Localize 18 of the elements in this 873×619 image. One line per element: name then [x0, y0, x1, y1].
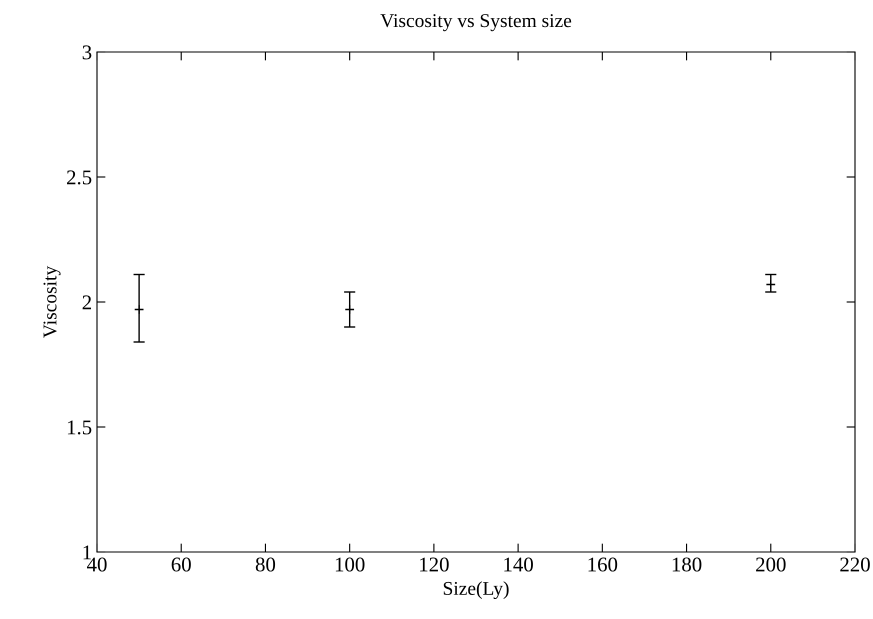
- x-tick-label: 80: [256, 557, 276, 572]
- x-tick-label: 200: [756, 557, 786, 572]
- y-tick-label: 2.5: [67, 170, 92, 185]
- y-tick-label: 1.5: [68, 420, 92, 435]
- x-tick-label: 220: [840, 557, 870, 572]
- y-tick-label: 3: [82, 45, 92, 60]
- y-axis-title: Viscosity: [43, 266, 61, 338]
- x-tick-label: 100: [336, 557, 364, 572]
- x-axis-title: Size(Ly): [444, 581, 509, 599]
- chart-title: Viscosity vs System size: [380, 14, 572, 32]
- x-tick-label: 60: [172, 557, 191, 572]
- y-tick-label: 1: [84, 545, 91, 560]
- x-tick-label: 40: [86, 557, 107, 572]
- x-tick-label: 180: [672, 557, 702, 572]
- x-tick-label: 160: [588, 557, 618, 572]
- x-tick-label: 140: [504, 557, 533, 572]
- y-tick-label: 2: [82, 295, 91, 310]
- x-tick-label: 120: [420, 557, 449, 572]
